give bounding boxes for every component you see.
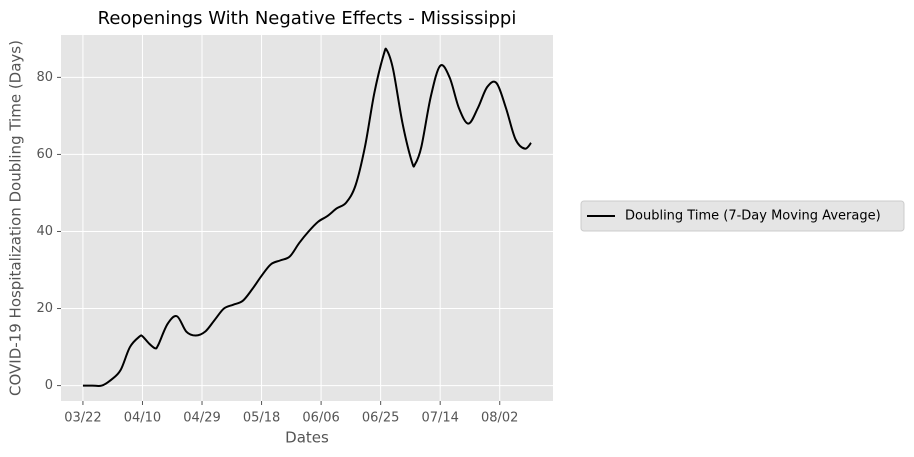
x-tick-label: 04/10 — [124, 411, 161, 426]
chart-title: Reopenings With Negative Effects - Missi… — [98, 8, 517, 29]
x-tick-label: 06/06 — [302, 411, 339, 426]
x-tick-label: 04/29 — [183, 411, 220, 426]
y-tick-label: 20 — [36, 301, 53, 316]
y-tick-label: 0 — [45, 378, 53, 393]
data-line — [82, 47, 532, 388]
y-tick-label: 80 — [36, 70, 53, 85]
plot-area — [61, 35, 553, 401]
x-tick-label: 05/18 — [243, 411, 280, 426]
y-axis-label: COVID-19 Hospitalization Doubling Time (… — [7, 40, 25, 396]
x-tick-label: 08/02 — [481, 411, 518, 426]
x-tick-label: 03/22 — [64, 411, 101, 426]
legend-box — [580, 200, 905, 232]
y-tick-label: 40 — [36, 224, 53, 239]
x-tick-label: 07/14 — [421, 411, 458, 426]
y-tick-label: 60 — [36, 147, 53, 162]
legend-label: Doubling Time (7-Day Moving Average) — [625, 209, 881, 224]
x-tick-label: 06/25 — [362, 411, 399, 426]
x-axis-label: Dates — [285, 429, 329, 447]
